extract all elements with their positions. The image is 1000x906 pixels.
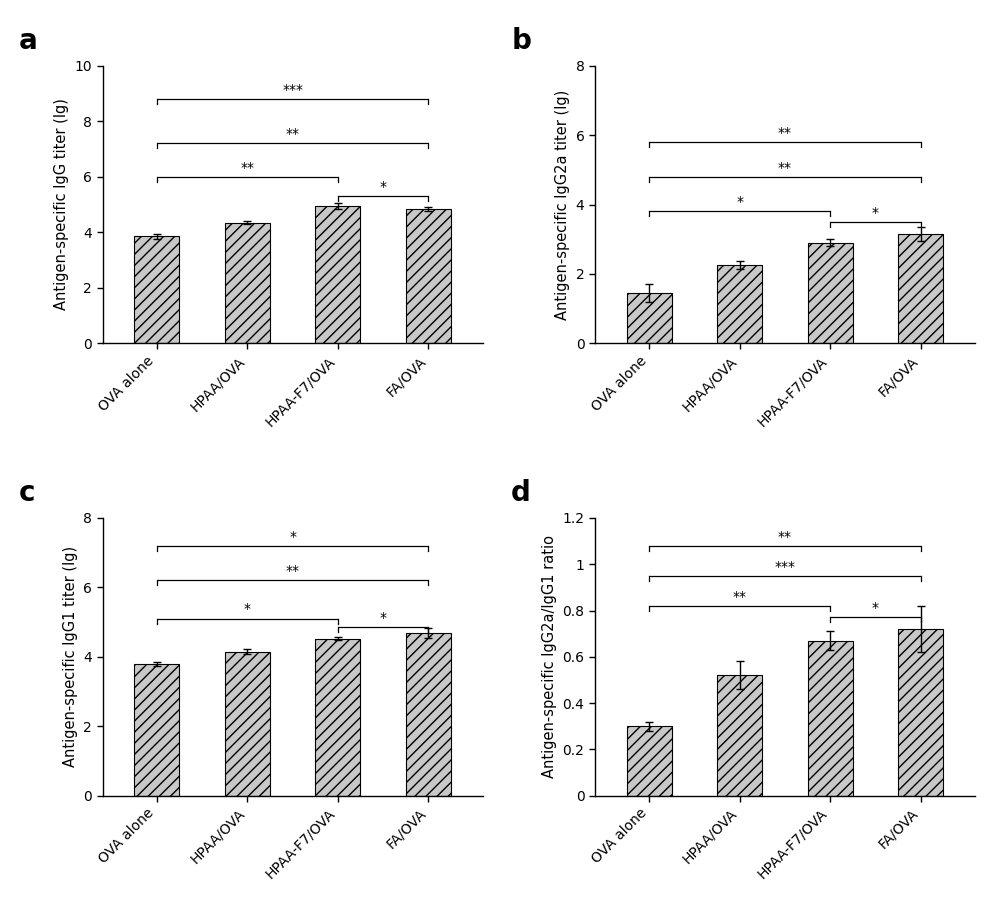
Text: **: ** xyxy=(240,160,254,175)
Text: *: * xyxy=(872,206,879,219)
Text: *: * xyxy=(289,529,296,544)
Bar xyxy=(225,223,270,343)
Y-axis label: Antigen-specific IgG2a titer (lg): Antigen-specific IgG2a titer (lg) xyxy=(555,90,570,320)
Text: b: b xyxy=(511,26,531,54)
Text: *: * xyxy=(244,602,251,616)
Text: *: * xyxy=(872,602,879,615)
Y-axis label: Antigen-specific IgG2a/IgG1 ratio: Antigen-specific IgG2a/IgG1 ratio xyxy=(542,535,557,778)
Bar xyxy=(627,293,672,343)
Bar xyxy=(808,243,853,343)
Bar xyxy=(134,664,179,795)
Bar xyxy=(808,641,853,795)
Text: *: * xyxy=(380,180,387,194)
Bar xyxy=(134,236,179,343)
Bar xyxy=(315,639,360,795)
Bar xyxy=(406,633,451,795)
Bar xyxy=(898,234,943,343)
Text: **: ** xyxy=(286,564,300,578)
Text: ***: *** xyxy=(282,82,303,97)
Bar xyxy=(315,206,360,343)
Bar xyxy=(898,629,943,795)
Y-axis label: Antigen-specific IgG1 titer (lg): Antigen-specific IgG1 titer (lg) xyxy=(63,546,78,767)
Text: *: * xyxy=(736,195,743,209)
Y-axis label: Antigen-specific IgG titer (lg): Antigen-specific IgG titer (lg) xyxy=(54,99,69,311)
Text: a: a xyxy=(19,26,38,54)
Text: *: * xyxy=(380,611,387,625)
Bar xyxy=(717,265,762,343)
Text: c: c xyxy=(19,479,35,506)
Text: **: ** xyxy=(778,160,792,175)
Text: **: ** xyxy=(778,529,792,544)
Text: d: d xyxy=(511,479,531,506)
Bar xyxy=(627,727,672,795)
Text: **: ** xyxy=(778,126,792,140)
Bar xyxy=(406,208,451,343)
Bar xyxy=(717,675,762,795)
Bar xyxy=(225,651,270,795)
Text: **: ** xyxy=(286,127,300,141)
Text: **: ** xyxy=(733,590,747,603)
Text: ***: *** xyxy=(774,560,795,573)
